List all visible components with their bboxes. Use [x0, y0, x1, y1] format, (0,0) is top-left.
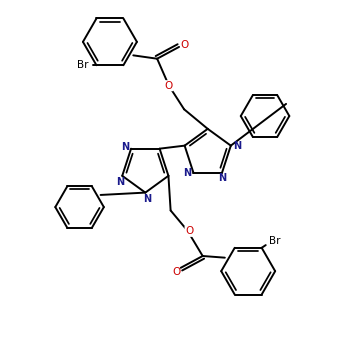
Text: Br: Br [269, 236, 281, 246]
Text: N: N [121, 142, 129, 152]
Text: Br: Br [77, 60, 89, 70]
Text: N: N [233, 141, 241, 151]
Text: N: N [218, 173, 226, 183]
Text: O: O [173, 267, 181, 277]
Text: N: N [183, 168, 191, 178]
Text: N: N [143, 194, 151, 204]
Text: O: O [180, 39, 188, 50]
Text: N: N [117, 177, 125, 187]
Text: O: O [185, 226, 193, 236]
Text: O: O [165, 81, 173, 91]
